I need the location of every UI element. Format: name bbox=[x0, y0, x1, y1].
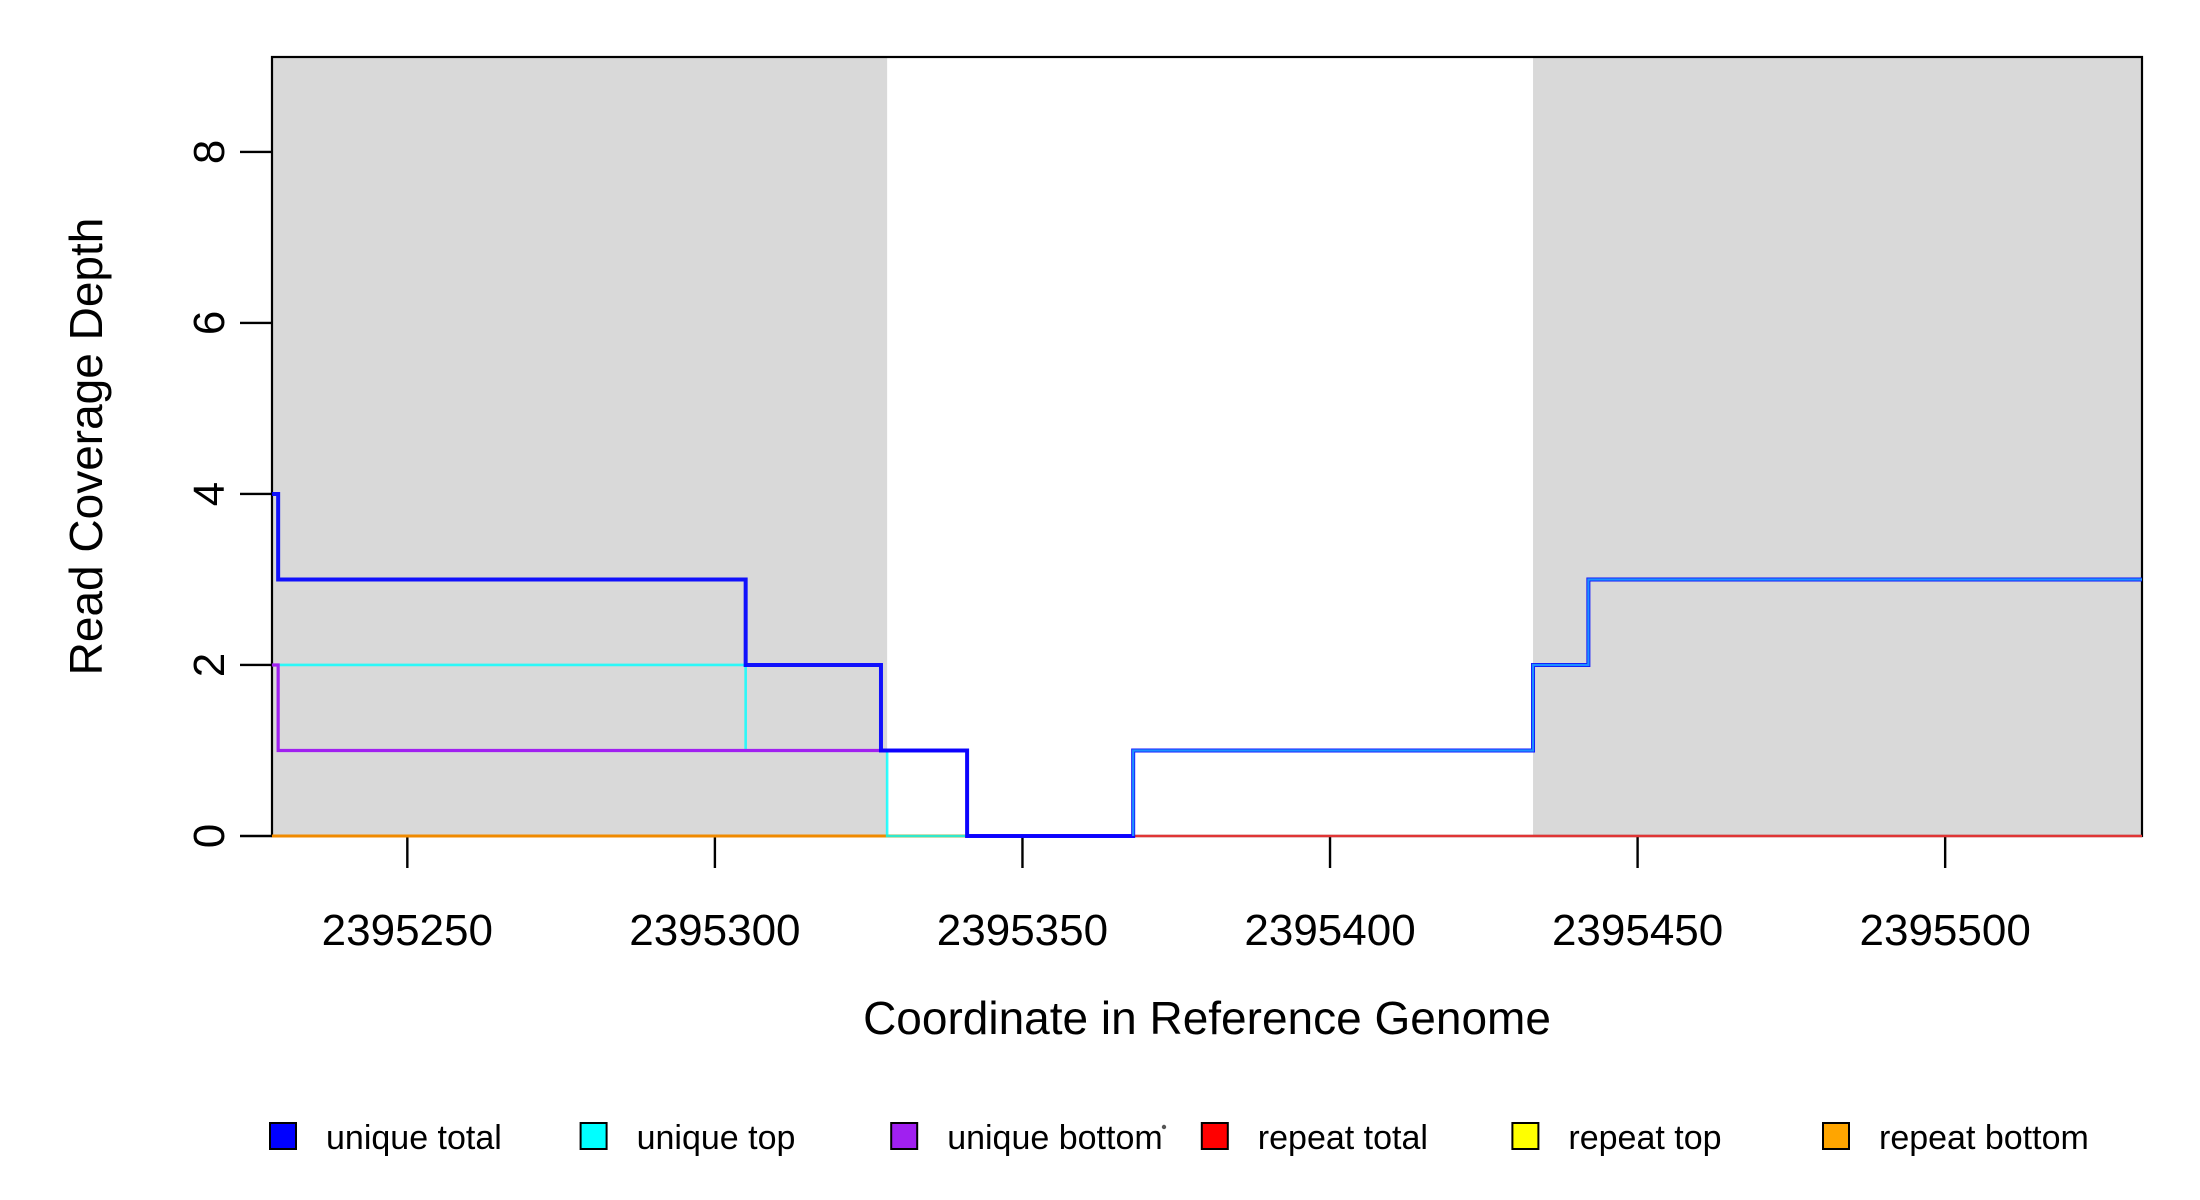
x-tick-label: 2395450 bbox=[1552, 906, 1723, 955]
y-tick-label: 4 bbox=[185, 482, 234, 506]
legend-item-unique-top: unique top bbox=[579, 1119, 796, 1157]
y-tick-label: 8 bbox=[185, 140, 234, 164]
legend-item-repeat-top: repeat top bbox=[1511, 1119, 1722, 1157]
y-tick-label: 0 bbox=[185, 824, 234, 848]
legend-swatch-unique-top bbox=[579, 1122, 608, 1150]
y-tick-label: 2 bbox=[185, 653, 234, 677]
legend-swatch-repeat-total bbox=[1200, 1122, 1229, 1150]
legend-item-repeat-bottom: repeat bottom bbox=[1822, 1119, 2089, 1157]
legend-label: repeat total bbox=[1258, 1119, 1428, 1157]
legend-item-unique-total: unique total bbox=[269, 1119, 502, 1157]
x-tick-label: 2395350 bbox=[937, 906, 1108, 955]
legend-label: repeat bottom bbox=[1879, 1119, 2089, 1157]
y-tick-label: 6 bbox=[185, 311, 234, 335]
x-tick-label: 2395300 bbox=[629, 906, 800, 955]
legend-label: repeat top bbox=[1568, 1119, 1721, 1157]
series-total-highlight bbox=[1132, 578, 2142, 836]
x-axis-title: Coordinate in Reference Genome bbox=[863, 992, 1551, 1044]
legend-swatch-repeat-top bbox=[1511, 1122, 1540, 1150]
legend-item-unique-bottom: unique bottom bbox=[890, 1119, 1163, 1157]
x-tick-label: 2395400 bbox=[1244, 906, 1415, 955]
stray-dot bbox=[1161, 1124, 1167, 1130]
legend-swatch-unique-bottom bbox=[890, 1122, 919, 1150]
legend-item-repeat-total: repeat total bbox=[1200, 1119, 1428, 1157]
x-tick-label: 2395250 bbox=[322, 906, 493, 955]
legend-swatch-unique-total bbox=[269, 1122, 297, 1150]
legend-swatch-repeat-bottom bbox=[1822, 1122, 1850, 1150]
x-tick-label: 2395500 bbox=[1860, 906, 2031, 955]
shaded-region bbox=[272, 57, 888, 836]
legend-label: unique top bbox=[637, 1119, 796, 1157]
shaded-region bbox=[1533, 57, 2142, 836]
legend: unique total unique top unique bottom repea… bbox=[269, 1119, 2089, 1157]
legend-label: unique bottom bbox=[947, 1119, 1162, 1157]
y-axis-title: Read Coverage Depth bbox=[60, 218, 112, 676]
legend-label: unique total bbox=[326, 1119, 502, 1157]
